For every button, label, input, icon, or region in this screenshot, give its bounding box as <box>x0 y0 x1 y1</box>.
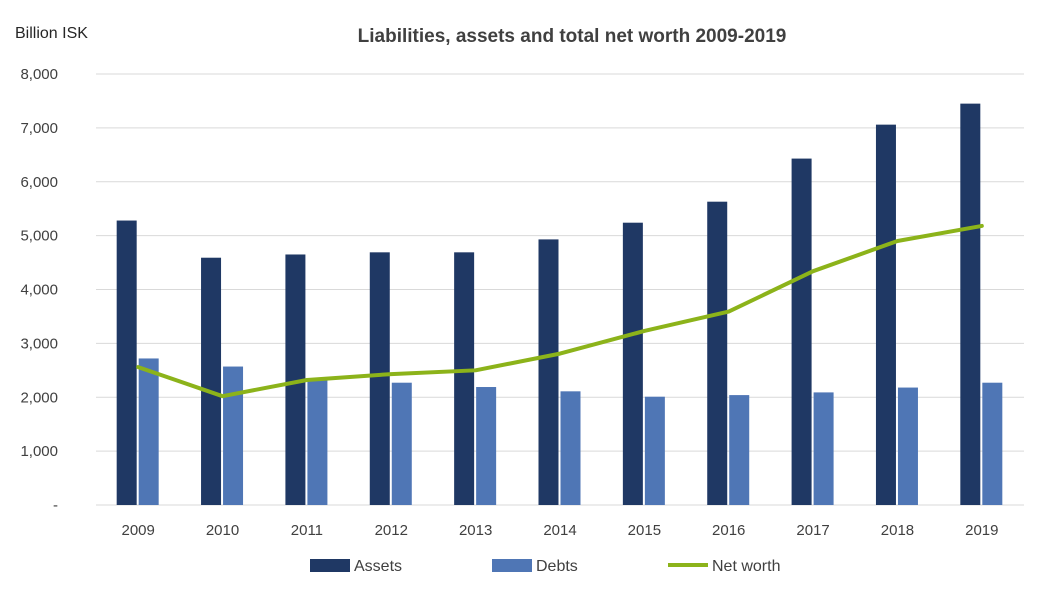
y-tick-label: 2,000 <box>20 389 58 406</box>
x-tick-label: 2016 <box>712 522 745 539</box>
bar-assets <box>707 201 728 505</box>
legend-label: Debts <box>536 558 578 575</box>
y-tick-label: 3,000 <box>20 335 58 352</box>
bar-assets <box>201 257 222 505</box>
x-tick-label: 2010 <box>206 522 239 539</box>
bars <box>116 103 1003 506</box>
x-tick-label: 2014 <box>543 522 576 539</box>
y-tick-label: 4,000 <box>20 282 58 299</box>
bar-debts <box>982 382 1003 505</box>
x-axis-ticks: 2009 2010 2011 2012 2013 2014 2015 2016 2017 2018… <box>121 522 998 539</box>
legend-label: Net worth <box>712 558 780 575</box>
y-tick-label: 5,000 <box>20 228 58 245</box>
net-worth-line-layer <box>136 223 984 399</box>
legend: Assets Debts Net worth <box>310 558 780 575</box>
bar-debts <box>560 391 581 505</box>
x-tick-label: 2017 <box>796 522 829 539</box>
bar-assets <box>454 252 475 505</box>
x-tick-label: 2012 <box>375 522 408 539</box>
bar-debts <box>813 392 834 505</box>
y-axis-unit-label: Billion ISK <box>15 25 88 42</box>
legend-item-assets: Assets <box>310 558 402 575</box>
y-tick-label: 1,000 <box>20 443 58 460</box>
legend-item-debts: Debts <box>492 558 578 575</box>
y-tick-label: 6,000 <box>20 174 58 191</box>
y-tick-label: - <box>53 497 58 514</box>
bar-debts <box>729 395 750 505</box>
x-tick-label: 2009 <box>121 522 154 539</box>
legend-label: Assets <box>354 558 402 575</box>
bar-assets <box>369 252 390 505</box>
bar-debts <box>897 387 918 505</box>
bar-debts <box>476 387 497 505</box>
bar-assets <box>622 222 643 505</box>
x-tick-label: 2015 <box>628 522 661 539</box>
bar-debts <box>138 358 159 505</box>
net-worth-line <box>136 223 984 399</box>
bar-debts <box>391 382 412 505</box>
legend-swatch <box>492 559 532 572</box>
legend-item-net-worth: Net worth <box>668 558 780 575</box>
chart-title: Liabilities, assets and total net worth … <box>358 26 787 47</box>
x-tick-label: 2013 <box>459 522 492 539</box>
bar-assets <box>538 239 559 506</box>
x-tick-label: 2018 <box>881 522 914 539</box>
bar-debts <box>644 396 665 505</box>
y-tick-label: 7,000 <box>20 120 58 137</box>
y-axis-ticks: - 1,000 2,000 3,000 4,000 5,000 6,000 7,000 8,00… <box>20 66 58 514</box>
bar-debts <box>307 379 328 505</box>
gridlines <box>96 73 1024 506</box>
bar-assets <box>116 220 137 506</box>
y-tick-label: 8,000 <box>20 66 58 83</box>
bar-assets <box>285 254 306 505</box>
bar-assets <box>875 124 896 505</box>
x-tick-label: 2019 <box>965 522 998 539</box>
legend-swatch <box>310 559 350 572</box>
bar-assets <box>960 103 981 505</box>
bar-assets <box>791 158 812 506</box>
x-tick-label: 2011 <box>291 522 323 539</box>
bar-debts <box>223 366 244 505</box>
